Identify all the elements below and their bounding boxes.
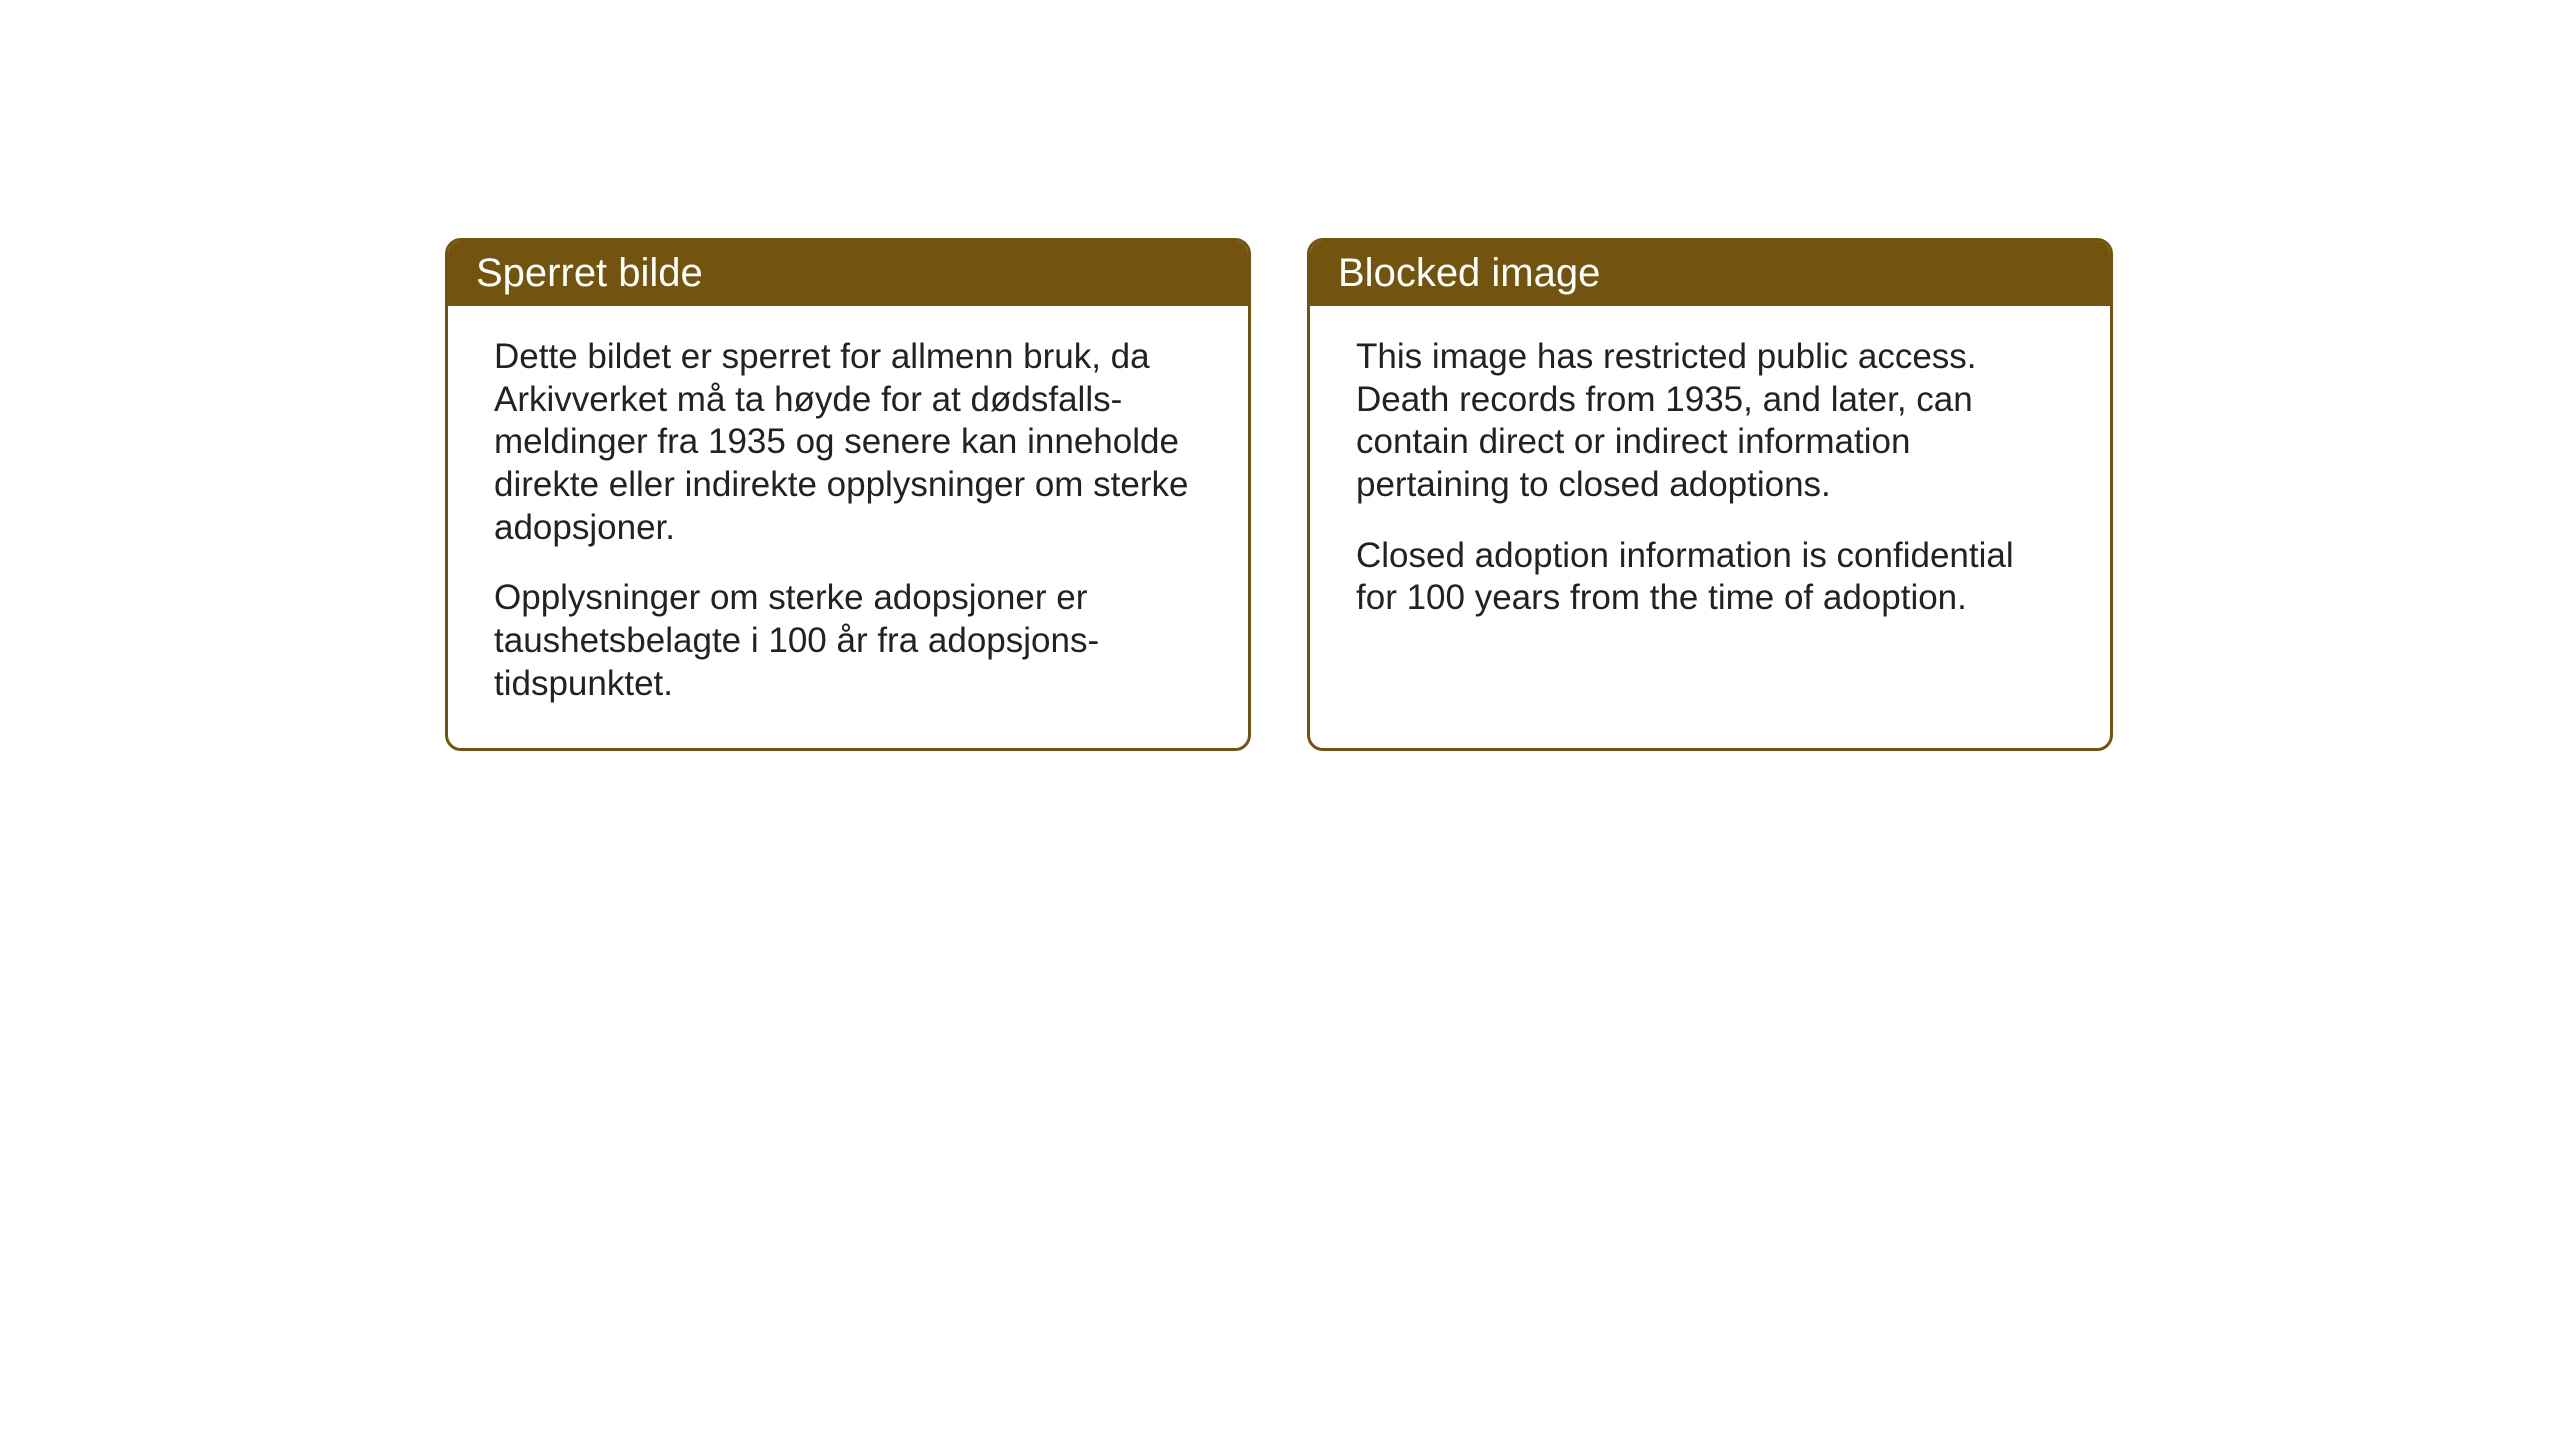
notice-card-english: Blocked image This image has restricted … xyxy=(1307,238,2113,751)
notice-cards-container: Sperret bilde Dette bildet er sperret fo… xyxy=(445,238,2113,751)
card-paragraph-1-english: This image has restricted public access.… xyxy=(1356,336,2064,507)
card-title-norwegian: Sperret bilde xyxy=(476,251,703,295)
card-body-english: This image has restricted public access.… xyxy=(1310,306,2110,662)
card-body-norwegian: Dette bildet er sperret for allmenn bruk… xyxy=(448,306,1248,748)
card-paragraph-1-norwegian: Dette bildet er sperret for allmenn bruk… xyxy=(494,336,1202,549)
card-title-english: Blocked image xyxy=(1338,251,1600,295)
card-header-english: Blocked image xyxy=(1310,241,2110,306)
card-paragraph-2-english: Closed adoption information is confident… xyxy=(1356,535,2064,620)
notice-card-norwegian: Sperret bilde Dette bildet er sperret fo… xyxy=(445,238,1251,751)
card-paragraph-2-norwegian: Opplysninger om sterke adopsjoner er tau… xyxy=(494,577,1202,705)
card-header-norwegian: Sperret bilde xyxy=(448,241,1248,306)
